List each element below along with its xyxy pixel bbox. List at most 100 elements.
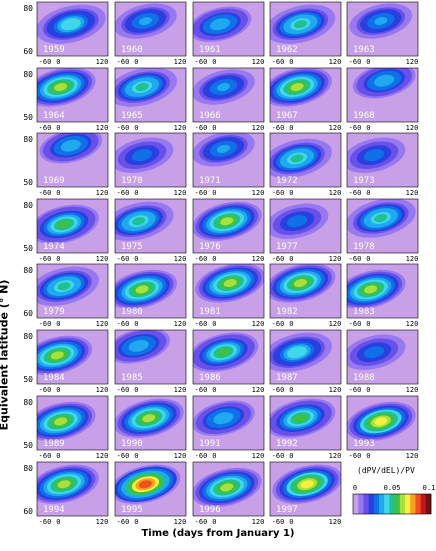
panel-year-label: 1989 xyxy=(43,439,65,449)
contour-level xyxy=(290,83,304,92)
panel-year-label: 1973 xyxy=(353,176,375,186)
y-tick-label: 80 xyxy=(23,4,33,13)
panel-year-label: 1981 xyxy=(199,307,221,317)
x-tick-label: 0 xyxy=(366,58,370,66)
colorbar-tick-label: 0.05 xyxy=(384,484,401,492)
contour-level xyxy=(290,217,304,226)
panel-frame xyxy=(269,1,342,57)
x-tick-label: 0 xyxy=(134,518,138,526)
panel-frame xyxy=(36,395,109,451)
x-tick-label: -60 xyxy=(195,386,208,394)
y-tick-label: 80 xyxy=(23,201,33,210)
panel-year-label: 1985 xyxy=(121,373,143,383)
panel-1975: 1975 -60 0 120 xyxy=(114,198,186,263)
x-tick-label: 120 xyxy=(174,386,187,394)
colorbar-swatch xyxy=(363,494,369,514)
y-axis-label: Equivalent latitude (° N) xyxy=(0,279,11,431)
panel-frame xyxy=(114,263,187,319)
panel-1983: 1983 -60 0 120 xyxy=(346,263,418,328)
x-tick-label: 0 xyxy=(56,124,60,132)
panel-frame xyxy=(192,263,265,319)
x-tick-label: 120 xyxy=(252,518,265,526)
panel-1961: 1961 -60 0 120 xyxy=(192,1,265,66)
x-tick-label: -60 xyxy=(349,189,362,197)
x-tick-label: 0 xyxy=(289,124,293,132)
x-tick-label: 0 xyxy=(366,320,370,328)
contour-level xyxy=(364,285,378,294)
panel-1969: 1969 80 50 -60 0 120 xyxy=(23,132,108,197)
x-tick-label: -60 xyxy=(195,518,208,526)
panel-1977: 1977 -60 0 120 xyxy=(269,198,342,263)
x-tick-label: 120 xyxy=(329,255,342,263)
panel-1972: 1972 -60 0 120 xyxy=(269,132,341,197)
x-tick-label: 0 xyxy=(134,189,138,197)
y-tick-label: 80 xyxy=(23,266,33,275)
panel-frame xyxy=(114,1,187,57)
x-tick-label: 120 xyxy=(406,255,419,263)
panel-year-label: 1977 xyxy=(276,242,298,252)
panel-year-label: 1972 xyxy=(276,176,298,186)
colorbar-swatch xyxy=(394,494,401,514)
contour-level xyxy=(138,17,152,26)
colorbar-swatch xyxy=(353,494,359,514)
contour-level xyxy=(138,480,152,489)
panel-1960: 1960 -60 0 120 xyxy=(114,1,187,66)
x-tick-label: 0 xyxy=(289,386,293,394)
panel-frame xyxy=(36,329,109,385)
x-tick-label: 0 xyxy=(212,189,216,197)
contour-level xyxy=(57,220,71,229)
colorbar: 0 0.05 0.1 xyxy=(352,484,435,515)
panel-year-label: 1959 xyxy=(43,45,65,55)
colorbar-swatch xyxy=(399,494,406,514)
x-tick-label: 120 xyxy=(252,58,265,66)
y-tick-label: 50 xyxy=(23,178,33,187)
panel-year-label: 1997 xyxy=(276,505,298,515)
panel-year-label: 1966 xyxy=(199,111,221,121)
panel-1995: 1995 -60 0 120 xyxy=(114,461,186,526)
contour-level xyxy=(223,279,237,288)
x-tick-label: 0 xyxy=(56,58,60,66)
panel-frame xyxy=(269,461,342,517)
contour-level xyxy=(57,282,71,291)
x-tick-label: 120 xyxy=(329,58,342,66)
contour-level xyxy=(374,17,388,26)
panel-year-label: 1979 xyxy=(43,307,65,317)
contour-level xyxy=(213,20,227,29)
panel-1982: 1982 -60 0 120 xyxy=(269,263,341,328)
x-tick-label: 120 xyxy=(406,189,419,197)
x-tick-label: 120 xyxy=(174,320,187,328)
panel-frame xyxy=(346,329,419,385)
panel-frame xyxy=(192,1,265,57)
x-tick-label: -60 xyxy=(195,452,208,460)
panel-1966: 1966 -60 0 120 xyxy=(192,67,265,132)
contour-level xyxy=(57,480,71,489)
panel-year-label: 1963 xyxy=(353,45,375,55)
contour-level xyxy=(300,480,314,489)
x-tick-label: -60 xyxy=(349,386,362,394)
contour-level xyxy=(293,20,307,29)
contour-level xyxy=(135,83,149,92)
colorbar-swatch xyxy=(389,494,395,514)
panel-1965: 1965 -60 0 120 xyxy=(114,67,187,132)
x-tick-label: 0 xyxy=(134,452,138,460)
panel-frame xyxy=(192,67,265,123)
contour-level xyxy=(220,217,234,226)
x-tick-label: 120 xyxy=(174,189,187,197)
x-tick-label: 120 xyxy=(406,452,419,460)
colorbar-swatch xyxy=(410,494,416,514)
x-tick-label: 120 xyxy=(406,386,419,394)
panel-year-label: 1976 xyxy=(199,242,221,252)
x-tick-label: 120 xyxy=(96,255,109,263)
panel-year-label: 1984 xyxy=(43,373,65,383)
x-tick-label: 0 xyxy=(366,386,370,394)
panel-1970: 1970 -60 0 120 xyxy=(114,132,187,197)
panel-1991: 1991 -60 0 120 xyxy=(192,395,264,460)
panel-frame xyxy=(269,329,342,385)
x-tick-label: 0 xyxy=(289,320,293,328)
x-tick-label: 120 xyxy=(96,386,109,394)
x-tick-label: -60 xyxy=(39,189,52,197)
contour-level xyxy=(50,351,64,360)
panel-frame xyxy=(114,67,187,123)
contour-level xyxy=(290,348,304,357)
x-tick-label: -60 xyxy=(272,189,285,197)
